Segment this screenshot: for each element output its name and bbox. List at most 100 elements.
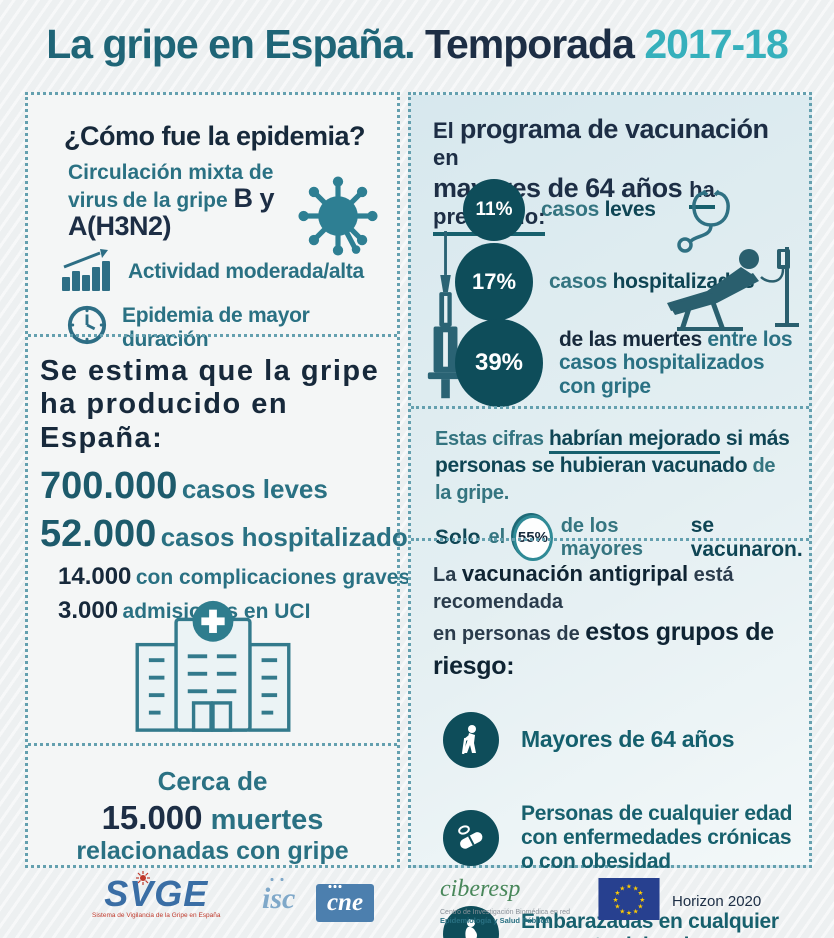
deaths-value: 15.000: [101, 799, 203, 836]
estimate-value: 700.000: [40, 465, 178, 508]
deaths-line1: Cerca de: [157, 766, 268, 796]
vacc-h-p1: El: [433, 118, 460, 143]
label-bold: leves: [604, 198, 656, 222]
header: La gripe en España. Temporada 2017-18: [0, 0, 834, 88]
risk-h3: está recomendada: [433, 564, 734, 613]
label-bold-dark: de las muertes: [559, 328, 702, 352]
risk-groups-section: La vacunación antigripal está recomendad…: [411, 538, 809, 938]
svg-text:★: ★: [614, 889, 620, 897]
estimate-item: 700.000 casos leves: [40, 463, 397, 511]
vaccination-heading: El programa de vacunación en mayores de …: [433, 113, 793, 237]
footer: SVGE Sistema de Vigilancia de la Gripe e…: [0, 868, 834, 938]
svg-text:★: ★: [626, 883, 632, 891]
vaccinated-percent-ring: 55%: [513, 514, 553, 561]
risk-h4: en personas de: [433, 623, 586, 645]
horizon-2020-block: ★ ★ ★ ★ ★ ★ ★ ★ ★ ★ ★ ★ Horizon 202: [598, 878, 761, 925]
risk-heading: La vacunación antigripal está recomendad…: [433, 559, 793, 684]
estimate-value: 52.000: [40, 512, 157, 555]
risk-group-label: Mayores de 64 años: [521, 726, 735, 753]
estimate-item: 14.000 con complicaciones graves: [58, 562, 410, 592]
improvement-text: Estas cifras habrían mejorado si más per…: [435, 425, 791, 506]
percent-badge: 17%: [455, 243, 533, 321]
virus-circulation-text: Circulación mixta de virus de la gripe B…: [68, 161, 318, 242]
svg-text:★: ★: [619, 907, 625, 915]
risk-group-label: Personas de cualquier edad con enfermeda…: [521, 801, 793, 873]
imp-p1: Estas cifras: [435, 428, 549, 450]
imp-p5: de la gripe.: [435, 455, 776, 504]
svg-text:★: ★: [626, 909, 632, 917]
cne-text: cne: [326, 889, 364, 916]
ciberesp-subtitle-2: Epidemiología y Salud Pública: [440, 916, 549, 925]
ciberesp-logo: ciberesp Centro de Investigación Biomédi…: [440, 876, 570, 925]
vaccination-item-label: casos leves: [541, 198, 656, 221]
estimates-heading: Se estima que la gripe ha producido en E…: [40, 355, 397, 455]
activity-row: Actividad moderada/alta: [60, 248, 397, 296]
estimates-heading-line1: Se estima que la gripe: [40, 355, 380, 387]
imp-p2: habrían mejorado: [548, 427, 721, 454]
estimate-label: casos leves: [181, 474, 328, 505]
svge-sun-icon: [136, 871, 150, 890]
estimate-value: 14.000: [58, 563, 132, 591]
title-part-3: 2017-18: [644, 20, 788, 67]
isc-text: isc: [262, 882, 296, 915]
vacc-h-p3: en: [433, 145, 459, 171]
risk-h1: La: [433, 564, 462, 586]
title-part-1: La gripe en España.: [46, 20, 415, 67]
cne-dots: [327, 885, 342, 888]
stethoscope-icon: [669, 189, 751, 258]
horizon-2020-label: Horizon 2020: [672, 893, 762, 910]
vaccination-item-label: de las muertes entre los casos hospitali…: [559, 328, 799, 397]
isciii-logo: isc: [262, 878, 296, 916]
circulation-strains: B y A(H3N2): [68, 183, 275, 242]
cne-logo: cne: [316, 884, 374, 922]
eu-flag-icon: ★ ★ ★ ★ ★ ★ ★ ★ ★ ★ ★ ★: [598, 878, 660, 925]
imp-s1: Solo: [435, 525, 481, 549]
page-title: La gripe en España. Temporada 2017-18: [46, 20, 789, 68]
svge-logo-text: SVGE: [104, 873, 209, 914]
left-panel: ¿Cómo fue la epidemia? Circulación mixta…: [25, 92, 422, 868]
percent-badge: 39%: [455, 319, 543, 407]
risk-group-row: Personas de cualquier edad con enfermeda…: [443, 802, 809, 874]
label-regular: casos: [549, 270, 613, 294]
svg-text:★: ★: [614, 903, 620, 911]
risk-h5: estos grupos de riesgo:: [433, 618, 774, 680]
pills-icon: [443, 809, 499, 866]
estimate-value: 3.000: [58, 597, 119, 625]
imp-s2: el: [488, 526, 506, 549]
svge-logo: SVGE Sistema de Vigilancia de la Gripe e…: [92, 871, 221, 919]
vaccination-item: 39% de las muertes entre los casos hospi…: [455, 319, 799, 407]
risk-group-label: Embarazadas en cualquier momento del emb…: [521, 909, 779, 938]
isc-dots: [270, 878, 286, 881]
estimate-label: casos hospitalizados: [160, 521, 423, 552]
deaths-line3: relacionadas con gripe: [76, 837, 349, 865]
vacc-h-p2: programa de vacunación: [459, 114, 769, 144]
risk-group-row: Embarazadas en cualquier momento del emb…: [443, 905, 809, 938]
svg-text:★: ★: [619, 884, 625, 892]
duration-label: Epidemia de mayor duración: [122, 303, 310, 351]
svg-text:★: ★: [639, 896, 645, 904]
estimate-item: 52.000 casos hospitalizados: [40, 511, 422, 559]
hospital-icon: [28, 598, 397, 739]
right-panel: El programa de vacunación en mayores de …: [408, 92, 812, 938]
ciberesp-subtitle-1: Centro de Investigación Biomédica en red: [440, 909, 570, 916]
vaccination-section: El programa de vacunación en mayores de …: [411, 113, 809, 408]
percent-badge: 11%: [463, 179, 525, 241]
syringe-icon: [425, 231, 467, 408]
epidemic-heading: ¿Cómo fue la epidemia?: [64, 121, 366, 151]
svg-text:★: ★: [613, 896, 619, 904]
imp-s4: se vacunaron.: [690, 513, 803, 561]
virus-icon: [295, 173, 381, 264]
vaccination-item: 11% casos leves: [463, 179, 656, 241]
imp-p3: si más: [720, 427, 790, 450]
improvement-section: Estas cifras habrían mejorado si más per…: [411, 406, 809, 561]
activity-label: Actividad moderada/alta: [128, 260, 364, 284]
svg-text:★: ★: [633, 884, 639, 892]
deaths-section: Cerca de 15.000 muertes relacionadas con…: [28, 743, 397, 885]
improvement-solo-line: Solo el 55% de los mayores se vacunaron.: [435, 514, 809, 562]
svg-text:★: ★: [633, 907, 639, 915]
deaths-value-label: muertes: [202, 804, 324, 836]
title-part-2: Temporada: [414, 20, 645, 67]
elderly-icon: [443, 711, 499, 768]
label-regular: casos: [541, 198, 605, 222]
deaths-line2: 15.000 muertes: [28, 799, 397, 837]
